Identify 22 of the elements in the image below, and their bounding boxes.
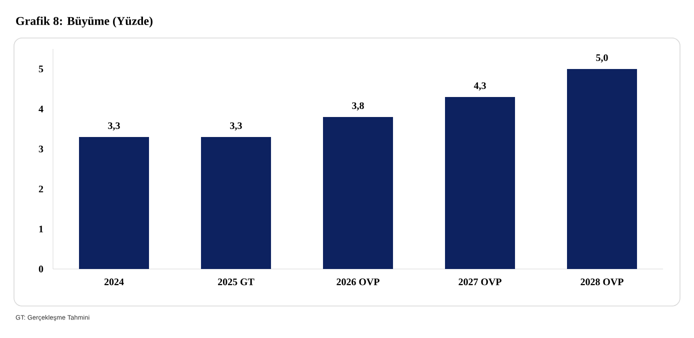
bar (445, 97, 516, 269)
y-tick-label: 1 (39, 226, 43, 232)
y-tick-label: 3 (38, 146, 44, 152)
data-label: 4,3 (474, 82, 486, 90)
y-tick-label: 4 (38, 106, 44, 112)
data-label: 3,3 (230, 122, 242, 130)
x-tick-label: 2024 (104, 278, 124, 286)
bar (567, 69, 638, 269)
bar (323, 117, 394, 269)
bar (201, 137, 272, 269)
data-label: 5,0 (596, 54, 608, 62)
y-tick-label: 2 (38, 186, 44, 192)
x-tick-label: 2026 OVP (336, 278, 380, 286)
y-tick-label: 5 (38, 66, 44, 72)
y-tick-label: 0 (38, 266, 44, 272)
bar (79, 137, 150, 269)
x-tick-label: 2025 GT (218, 278, 254, 286)
x-tick-label: 2027 OVP (458, 278, 502, 286)
chart-title: Grafik 8: Büyüme (Yüzde) (16, 16, 152, 28)
data-label: 3,3 (108, 122, 120, 130)
data-label: 3,8 (352, 102, 364, 110)
x-tick-label: 2028 OVP (580, 278, 624, 286)
